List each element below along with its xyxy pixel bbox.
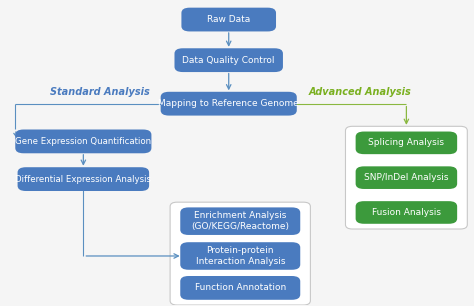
Text: Fusion Analysis: Fusion Analysis: [372, 208, 441, 217]
Text: Differential Expression Analysis: Differential Expression Analysis: [15, 175, 151, 184]
Text: Protein-protein
Interaction Analysis: Protein-protein Interaction Analysis: [195, 246, 285, 266]
FancyBboxPatch shape: [346, 126, 467, 229]
Text: Mapping to Reference Genome: Mapping to Reference Genome: [158, 99, 299, 108]
FancyBboxPatch shape: [170, 202, 310, 305]
Text: SNP/InDel Analysis: SNP/InDel Analysis: [364, 173, 448, 182]
Text: Gene Expression Quantification: Gene Expression Quantification: [15, 137, 151, 146]
FancyBboxPatch shape: [180, 207, 300, 235]
Text: Enrichment Analysis
(GO/KEGG/Reactome): Enrichment Analysis (GO/KEGG/Reactome): [191, 211, 289, 231]
FancyBboxPatch shape: [180, 242, 300, 270]
FancyBboxPatch shape: [161, 92, 297, 116]
Text: Splicing Analysis: Splicing Analysis: [368, 138, 445, 147]
Text: Function Annotation: Function Annotation: [195, 283, 286, 293]
FancyBboxPatch shape: [15, 129, 151, 153]
FancyBboxPatch shape: [180, 276, 300, 300]
Text: Raw Data: Raw Data: [207, 15, 250, 24]
FancyBboxPatch shape: [356, 132, 457, 154]
FancyBboxPatch shape: [182, 8, 276, 32]
FancyBboxPatch shape: [356, 201, 457, 224]
FancyBboxPatch shape: [356, 166, 457, 189]
Text: Standard Analysis: Standard Analysis: [50, 87, 149, 97]
Text: Advanced Analysis: Advanced Analysis: [309, 87, 411, 97]
Text: Data Quality Control: Data Quality Control: [182, 56, 275, 65]
FancyBboxPatch shape: [18, 167, 149, 191]
FancyBboxPatch shape: [174, 48, 283, 72]
